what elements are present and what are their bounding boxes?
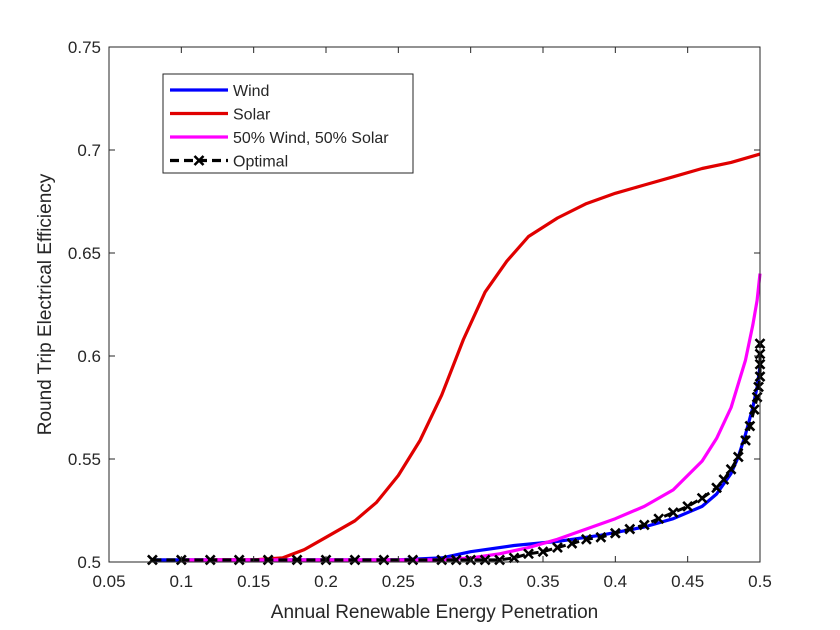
- y-tick-label: 0.75: [68, 38, 101, 57]
- data-point-optimal: [479, 554, 491, 566]
- data-point-optimal: [204, 554, 216, 566]
- data-point-optimal: [552, 542, 563, 553]
- data-point-optimal: [753, 381, 764, 393]
- data-point-optimal: [682, 500, 694, 512]
- data-point-optimal: [744, 420, 756, 432]
- y-tick-label: 0.6: [77, 347, 101, 366]
- data-point-optimal: [523, 548, 534, 560]
- x-tick-label: 0.25: [382, 572, 415, 591]
- data-point-optimal: [508, 552, 520, 564]
- data-point-optimal: [378, 554, 390, 566]
- data-point-optimal: [725, 463, 737, 475]
- data-point-optimal: [291, 554, 303, 566]
- y-axis-label: Round Trip Electrical Efficiency: [35, 173, 56, 435]
- data-point-optimal: [595, 531, 607, 543]
- legend-marker: [193, 155, 205, 166]
- y-tick-label: 0.55: [68, 450, 101, 469]
- data-point-optimal: [233, 554, 245, 566]
- x-tick-label: 0.1: [170, 572, 194, 591]
- series-line-optimal: [152, 343, 762, 562]
- data-point-optimal: [653, 513, 665, 525]
- plot-frame: [108, 46, 761, 563]
- x-tick-label: 0.4: [604, 572, 628, 591]
- x-tick-label: 0.2: [314, 572, 338, 591]
- y-tick-label: 0.7: [77, 141, 101, 160]
- data-point-optimal: [667, 507, 679, 518]
- data-point-optimal: [696, 492, 708, 504]
- x-tick-label: 0.15: [237, 572, 270, 591]
- series-line-solar: [210, 152, 761, 562]
- y-tick-label: 0.5: [77, 553, 101, 572]
- data-point-optimal: [494, 554, 506, 566]
- data-point-optimal: [146, 554, 158, 566]
- data-point-optimal: [624, 523, 636, 535]
- x-tick-label: 0.05: [92, 572, 125, 591]
- legend-label: Wind: [233, 83, 269, 100]
- y-axis: 0.5 0.55 0.6 0.65 0.7 0.75: [68, 38, 760, 572]
- data-point-optimal: [711, 482, 723, 494]
- data-point-optimal: [566, 538, 578, 549]
- data-point-optimal: [450, 554, 462, 566]
- data-point-optimal: [609, 527, 621, 539]
- legend-label: 50% Wind, 50% Solar: [233, 130, 389, 147]
- data-point-optimal: [638, 519, 650, 531]
- data-point-optimal: [740, 435, 751, 446]
- x-axis: 0.05 0.1 0.15 0.2 0.25 0.3 0.35 0.4 0.45 0.5: [92, 47, 772, 591]
- x-tick-label: 0.3: [459, 572, 483, 591]
- legend-label: Solar: [233, 107, 271, 124]
- data-point-optimal: [718, 474, 730, 486]
- data-point-optimal: [580, 533, 592, 545]
- legend-label: Optimal: [233, 154, 288, 171]
- x-axis-label: Annual Renewable Energy Penetration: [271, 602, 598, 623]
- x-tick-label: 0.5: [748, 572, 772, 591]
- data-point-optimal: [262, 554, 274, 566]
- x-tick-label: 0.35: [526, 572, 559, 591]
- x-tick-label: 0.45: [671, 572, 704, 591]
- y-tick-label: 0.65: [68, 244, 101, 263]
- legend: Wind Solar 50% Wind, 50% Solar Optimal: [162, 73, 414, 174]
- data-point-optimal: [537, 546, 549, 558]
- data-point-optimal: [407, 554, 419, 566]
- data-point-optimal: [732, 451, 744, 463]
- data-point-optimal: [436, 554, 448, 566]
- data-point-optimal: [748, 404, 760, 415]
- data-point-optimal: [349, 554, 361, 566]
